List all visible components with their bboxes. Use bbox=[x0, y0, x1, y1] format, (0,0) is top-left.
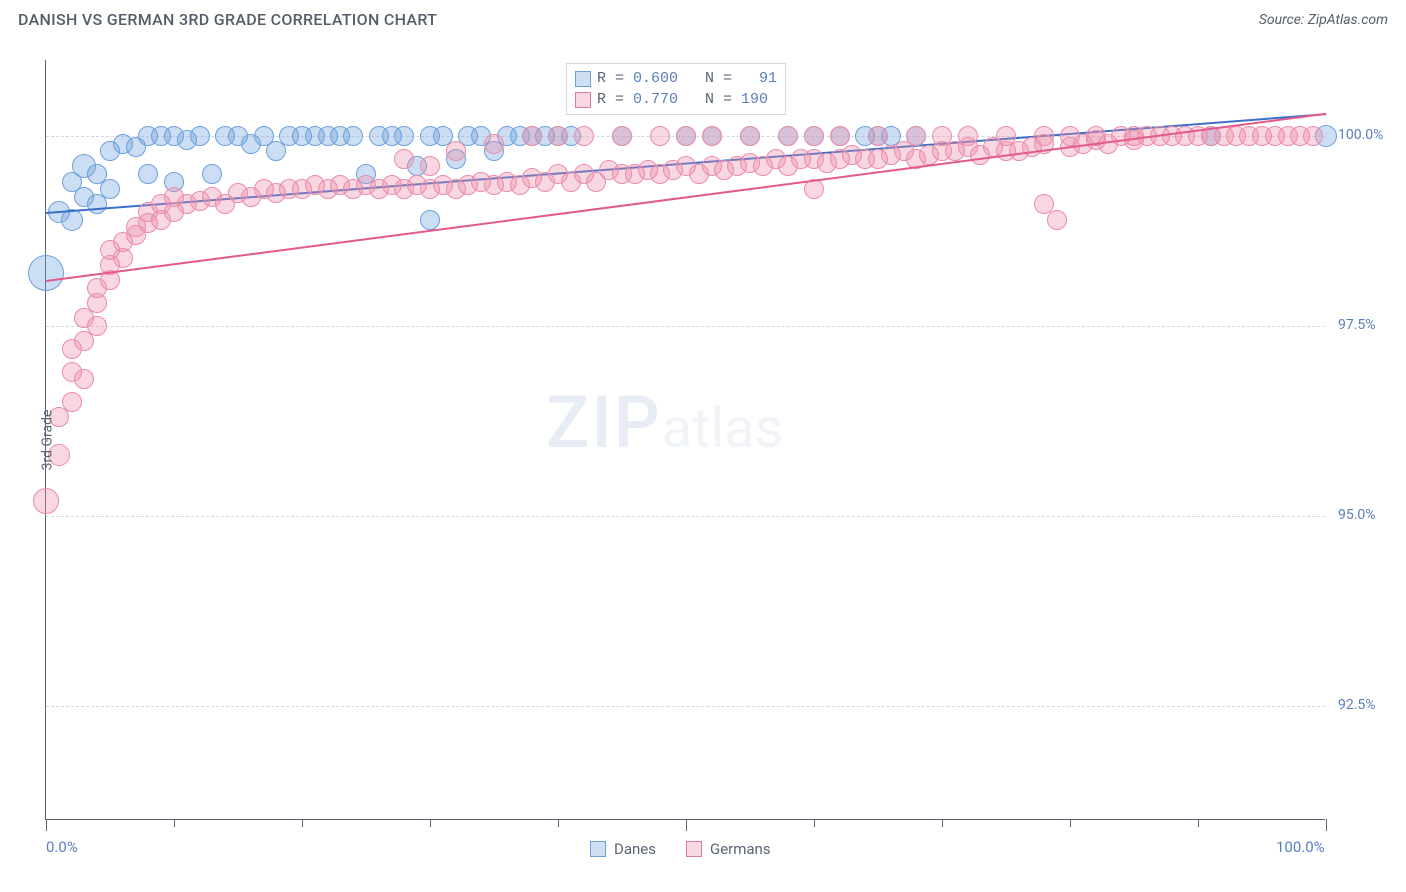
scatter-point bbox=[100, 179, 120, 199]
scatter-point bbox=[650, 126, 670, 146]
scatter-point bbox=[420, 210, 440, 230]
x-tick bbox=[942, 819, 943, 827]
y-tick-label: 95.0% bbox=[1338, 507, 1376, 523]
legend-swatch bbox=[575, 71, 591, 87]
y-axis-title: 3rd Grade bbox=[39, 410, 55, 471]
x-tick-major bbox=[46, 819, 47, 831]
scatter-point bbox=[484, 134, 504, 154]
scatter-point bbox=[906, 126, 926, 146]
x-tick-label: 0.0% bbox=[46, 838, 78, 856]
scatter-point bbox=[420, 156, 440, 176]
scatter-point bbox=[868, 126, 888, 146]
watermark-zip: ZIP bbox=[546, 380, 662, 465]
legend-label: Danes bbox=[614, 840, 656, 858]
scatter-point bbox=[740, 126, 760, 146]
scatter-point bbox=[138, 164, 158, 184]
legend-label: Germans bbox=[710, 840, 771, 858]
x-tick-label: 100.0% bbox=[1276, 838, 1325, 856]
scatter-point bbox=[702, 126, 722, 146]
scatter-point bbox=[778, 126, 798, 146]
x-tick-major bbox=[686, 819, 687, 831]
grid-line bbox=[46, 516, 1325, 517]
legend-swatch bbox=[590, 841, 606, 857]
x-tick bbox=[814, 819, 815, 827]
x-tick-major bbox=[1326, 819, 1327, 831]
x-tick bbox=[1070, 819, 1071, 827]
scatter-point bbox=[1303, 126, 1323, 146]
scatter-point bbox=[1047, 210, 1067, 230]
x-tick bbox=[430, 819, 431, 827]
scatter-point bbox=[958, 126, 978, 146]
plot-region: ZIPatlas 100.0%97.5%95.0%92.5%0.0%100.0%… bbox=[45, 60, 1325, 820]
grid-line bbox=[46, 706, 1325, 707]
x-tick bbox=[174, 819, 175, 827]
watermark: ZIPatlas bbox=[546, 380, 784, 465]
scatter-point bbox=[394, 126, 414, 146]
scatter-point bbox=[74, 369, 94, 389]
scatter-point bbox=[343, 126, 363, 146]
legend-row: R = 0.600 N = 91 bbox=[575, 68, 777, 89]
correlation-legend: R = 0.600 N = 91R = 0.770 N = 190 bbox=[566, 63, 786, 115]
scatter-point bbox=[612, 126, 632, 146]
x-tick bbox=[1198, 819, 1199, 827]
legend-item: Danes bbox=[590, 840, 656, 858]
scatter-point bbox=[804, 126, 824, 146]
watermark-atlas: atlas bbox=[662, 395, 784, 461]
legend-text: R = 0.770 N = 190 bbox=[597, 89, 768, 110]
legend-text: R = 0.600 N = 91 bbox=[597, 68, 777, 89]
y-tick-label: 92.5% bbox=[1338, 697, 1376, 713]
chart-title: DANISH VS GERMAN 3RD GRADE CORRELATION C… bbox=[18, 10, 437, 29]
legend-item: Germans bbox=[686, 840, 771, 858]
scatter-point bbox=[394, 149, 414, 169]
scatter-point bbox=[676, 126, 696, 146]
scatter-point bbox=[446, 141, 466, 161]
scatter-point bbox=[522, 126, 542, 146]
chart-area: ZIPatlas 100.0%97.5%95.0%92.5%0.0%100.0%… bbox=[45, 60, 1325, 820]
scatter-point bbox=[574, 126, 594, 146]
legend-swatch bbox=[686, 841, 702, 857]
chart-header: DANISH VS GERMAN 3RD GRADE CORRELATION C… bbox=[0, 0, 1406, 37]
y-tick-label: 97.5% bbox=[1338, 317, 1376, 333]
scatter-point bbox=[830, 126, 850, 146]
scatter-point bbox=[62, 392, 82, 412]
scatter-point bbox=[190, 126, 210, 146]
series-legend: Danes Germans bbox=[590, 840, 771, 858]
x-tick bbox=[558, 819, 559, 827]
scatter-point bbox=[33, 488, 59, 514]
legend-row: R = 0.770 N = 190 bbox=[575, 89, 777, 110]
scatter-point bbox=[87, 316, 107, 336]
scatter-point bbox=[202, 164, 222, 184]
scatter-point bbox=[548, 126, 568, 146]
scatter-point bbox=[1034, 126, 1054, 146]
scatter-point bbox=[28, 255, 64, 291]
grid-line bbox=[46, 326, 1325, 327]
legend-swatch bbox=[575, 92, 591, 108]
x-tick bbox=[302, 819, 303, 827]
source-attribution: Source: ZipAtlas.com bbox=[1259, 12, 1388, 28]
y-tick-label: 100.0% bbox=[1338, 127, 1383, 143]
